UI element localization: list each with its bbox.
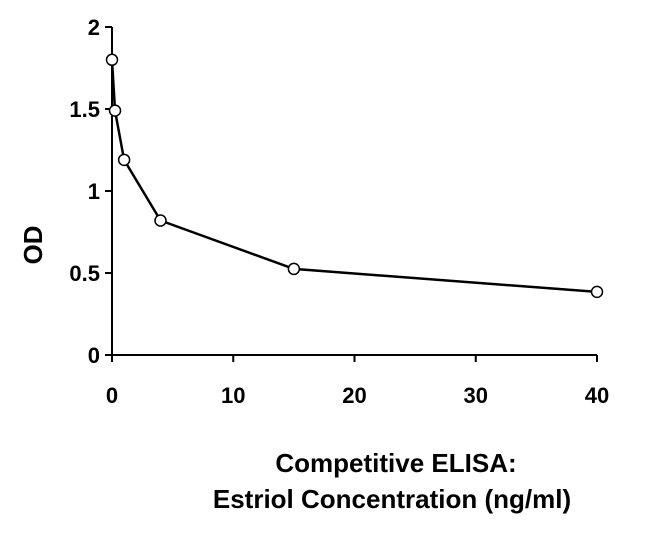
data-point-0 [105, 53, 119, 67]
x-tick-label-0: 0 [106, 383, 118, 408]
y-axis-title: OD [18, 226, 48, 265]
y-tick-label-1: 0.5 [69, 261, 100, 286]
x-axis-title-line-2: Estriol Concentration (ng/ml) [213, 484, 571, 514]
x-axis-title-line-1: Competitive ELISA: [275, 448, 516, 478]
y-tick-label-3: 1.5 [69, 97, 100, 122]
x-tick-label-2: 20 [342, 383, 366, 408]
data-point-3 [154, 214, 167, 227]
data-point-4 [287, 262, 301, 276]
y-axis-ticks: 0 0.5 1 1.5 2 [69, 15, 112, 368]
x-tick-label-4: 40 [585, 383, 609, 408]
x-tick-label-3: 30 [464, 383, 488, 408]
series-line [110, 59, 598, 294]
data-point-2 [117, 153, 131, 167]
y-tick-label-4: 2 [88, 15, 100, 40]
y-tick-label-0: 0 [88, 343, 100, 368]
data-point-1 [108, 104, 122, 117]
data-point-5 [590, 285, 604, 299]
data-points [105, 53, 604, 299]
x-tick-label-1: 10 [221, 383, 245, 408]
x-axis-ticks: 0 10 20 30 40 [106, 355, 609, 408]
y-tick-label-2: 1 [88, 179, 100, 204]
